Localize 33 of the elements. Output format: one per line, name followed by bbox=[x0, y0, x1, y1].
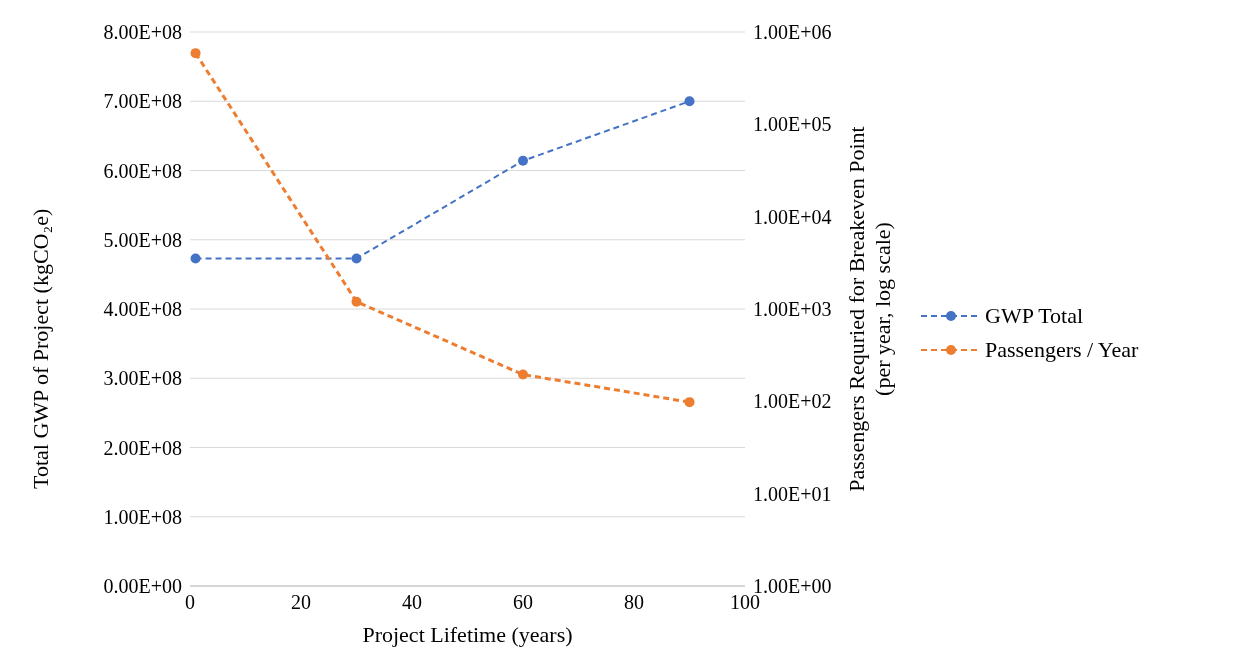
point bbox=[684, 96, 695, 107]
point bbox=[351, 253, 362, 264]
y-tick-label: 7.00E+08 bbox=[103, 90, 182, 113]
y2-tick-label: 1.00E+04 bbox=[753, 205, 832, 228]
y-tick-label: 5.00E+08 bbox=[103, 228, 182, 251]
point bbox=[190, 253, 201, 264]
y2-tick-label: 1.00E+02 bbox=[753, 390, 832, 413]
x-tick-label: 0 bbox=[185, 591, 195, 613]
x-tick-label: 60 bbox=[513, 591, 533, 613]
point bbox=[351, 296, 362, 307]
y-tick-label: 3.00E+08 bbox=[103, 367, 182, 390]
y2-tick-label: 1.00E+06 bbox=[753, 21, 832, 44]
y-tick-label: 0.00E+00 bbox=[103, 575, 182, 598]
y2-tick-label: 1.00E+05 bbox=[753, 113, 832, 136]
point bbox=[190, 48, 201, 59]
x-tick-label: 20 bbox=[291, 591, 311, 613]
y-tick-label: 8.00E+08 bbox=[103, 21, 182, 44]
y-tick-label: 1.00E+08 bbox=[103, 505, 182, 528]
y-tick-label: 4.00E+08 bbox=[103, 298, 182, 321]
y2-tick-label: 1.00E+03 bbox=[753, 298, 832, 321]
point bbox=[518, 369, 528, 380]
y2-tick-label: 1.00E+01 bbox=[753, 482, 832, 505]
y-tick-label: 2.00E+08 bbox=[103, 436, 182, 459]
x-axis-title: Project Lifetime (years) bbox=[362, 622, 573, 647]
x-tick-label: 80 bbox=[624, 591, 644, 613]
y-axis-title: Total GWP of Project (kgCO₂e) bbox=[27, 208, 53, 489]
y-tick-label: 6.00E+08 bbox=[103, 159, 182, 182]
x-tick-label: 40 bbox=[402, 591, 422, 613]
point bbox=[684, 397, 695, 408]
y2-axis-title: Passengers Requried for Breakeven Point (per year, log scale) bbox=[844, 126, 895, 492]
legend-label: GWP Total bbox=[985, 303, 1084, 329]
point bbox=[518, 155, 528, 166]
legend-label: Passengers / Year bbox=[985, 337, 1139, 363]
